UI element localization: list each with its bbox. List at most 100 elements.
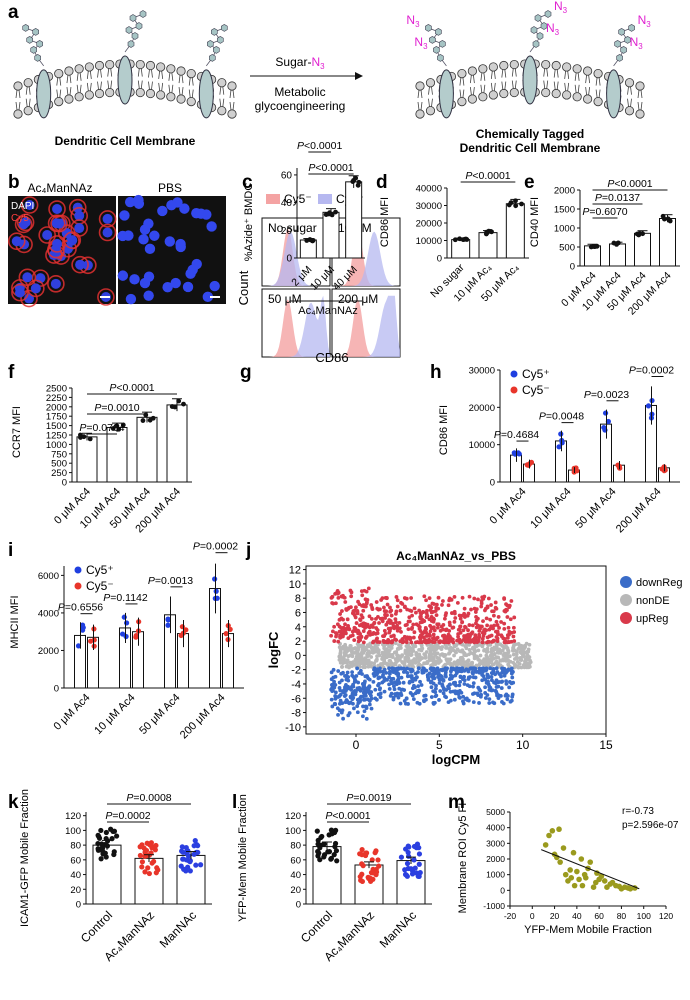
data-point <box>359 861 365 867</box>
data-point <box>139 842 145 848</box>
data-point <box>321 841 327 847</box>
cell-membrane <box>98 223 117 242</box>
legend-dot-cy5-pos <box>74 566 82 574</box>
point-nonDE <box>525 661 530 666</box>
point-nonDE <box>465 659 469 664</box>
point-upReg <box>482 594 487 599</box>
point-upReg <box>336 596 341 600</box>
point-downReg <box>503 693 508 698</box>
point-nonDE <box>527 642 532 647</box>
data-point <box>212 576 218 582</box>
point-downReg <box>361 704 365 709</box>
point-downReg <box>455 666 459 671</box>
point-nonDE <box>454 650 458 655</box>
point-nonDE <box>433 660 437 665</box>
point-upReg <box>338 612 342 616</box>
legend-nonDE: nonDE <box>636 595 670 607</box>
point-downReg <box>418 679 422 684</box>
data-point <box>373 848 379 854</box>
cell-membrane <box>18 268 37 287</box>
point-upReg <box>460 595 465 600</box>
point-upReg <box>412 606 417 611</box>
data-point <box>601 878 608 884</box>
point-upReg <box>480 640 485 645</box>
point-upReg <box>426 640 431 645</box>
point-upReg <box>330 594 335 599</box>
point-upReg <box>411 622 416 627</box>
point-upReg <box>451 640 456 645</box>
point-downReg <box>329 697 334 702</box>
data-point <box>519 201 524 207</box>
point-upReg <box>400 602 405 606</box>
cell-nucleus <box>30 283 41 294</box>
lipid-head <box>74 64 84 74</box>
y-tick-label: 80 <box>290 841 301 852</box>
x-tick-label: 120 <box>659 911 673 921</box>
data-point <box>139 864 145 870</box>
legend-cy5-neg: Cy5⁻ <box>284 192 312 206</box>
point-downReg <box>447 686 451 691</box>
point-downReg <box>399 666 404 671</box>
lipid-tail <box>472 86 475 96</box>
point-downReg <box>372 674 377 678</box>
point-upReg <box>359 613 364 618</box>
point-downReg <box>341 716 345 721</box>
y-tick-label: 20 <box>70 885 81 896</box>
data-point <box>153 870 159 876</box>
sugar-hexagon <box>429 36 436 44</box>
lipid-head <box>176 94 186 104</box>
point-nonDE <box>398 646 403 650</box>
point-upReg <box>486 639 491 644</box>
cell-nucleus <box>24 200 35 211</box>
point-upReg <box>389 634 394 639</box>
point-nonDE <box>427 654 432 659</box>
lipid-head <box>415 109 425 119</box>
point-downReg <box>504 679 509 684</box>
point-downReg <box>507 680 512 684</box>
data-point <box>140 418 146 423</box>
point-downReg <box>332 679 336 684</box>
chart-k: 0 20 40 60 80 100 120 P=0.0002 P=0.0008 ICAM1-GFP… <box>19 789 212 964</box>
point-upReg <box>443 616 447 621</box>
point-downReg <box>380 669 385 674</box>
point-nonDE <box>377 653 382 658</box>
lipid-tail <box>89 70 92 79</box>
data-point <box>369 857 375 863</box>
point-nonDE <box>478 653 483 658</box>
point-upReg <box>382 640 386 645</box>
sugar-hexagon <box>36 40 43 48</box>
point-upReg <box>352 638 357 643</box>
point-downReg <box>330 683 334 687</box>
point-upReg <box>374 600 379 604</box>
sugar-hexagon <box>544 10 552 18</box>
point-nonDE <box>386 663 390 668</box>
point-upReg <box>464 636 468 641</box>
point-downReg <box>406 702 410 706</box>
point-nonDE <box>494 655 499 660</box>
point-downReg <box>507 685 512 690</box>
point-downReg <box>377 687 382 692</box>
x-tick-label: 0 <box>530 911 535 921</box>
data-point <box>81 434 87 440</box>
y-tick-label: 5000 <box>486 807 505 817</box>
point-upReg <box>487 627 492 632</box>
point-upReg <box>353 615 358 620</box>
legend-dot-downReg <box>620 576 632 588</box>
point-upReg <box>375 631 380 636</box>
point-upReg <box>474 614 478 619</box>
point-nonDE <box>354 650 359 655</box>
lipid-head <box>478 92 488 102</box>
point-nonDE <box>407 663 412 668</box>
point-downReg <box>495 670 500 674</box>
x-tick-label: 0 μM Ac4 <box>488 486 529 527</box>
point-nonDE <box>447 646 452 651</box>
point-downReg <box>487 687 492 692</box>
point-downReg <box>329 677 334 682</box>
point-downReg <box>363 674 368 679</box>
bar-1 <box>134 857 164 905</box>
data-point <box>416 851 423 857</box>
data-point <box>143 847 150 854</box>
sugar-hexagon <box>437 54 444 62</box>
point-upReg <box>427 596 432 601</box>
